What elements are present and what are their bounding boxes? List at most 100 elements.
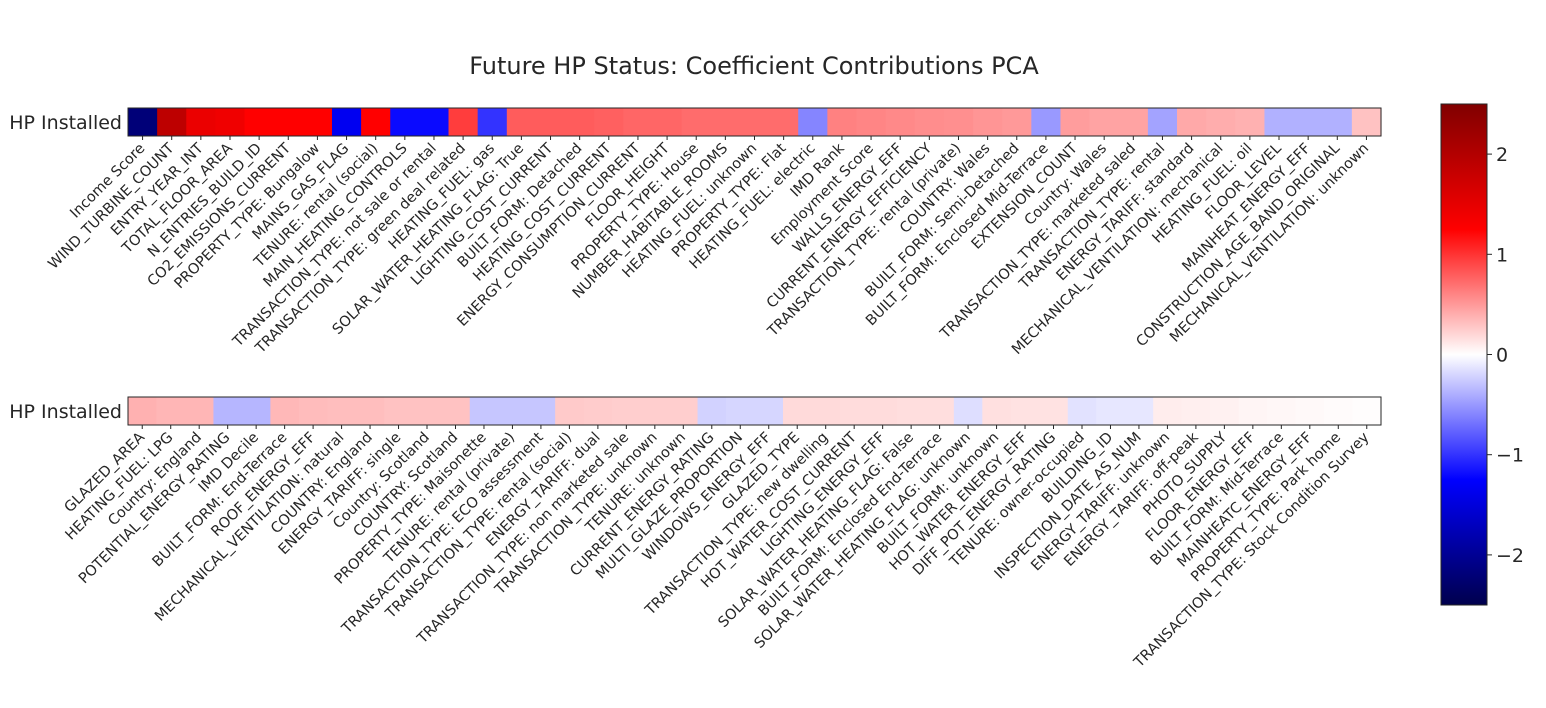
heatmap-cell (1295, 397, 1325, 425)
heatmap-cell (782, 397, 813, 425)
heatmap-cell (1264, 108, 1295, 136)
heatmap-cell (156, 397, 186, 425)
heatmap-cell (754, 397, 784, 425)
heatmap-cell (273, 108, 304, 136)
heatmap-cell (327, 397, 357, 425)
heatmap-cell (241, 397, 271, 425)
heatmap-cell (1324, 397, 1354, 425)
heatmap-cell (1124, 397, 1154, 425)
heatmap-cell (213, 397, 243, 425)
heatmap-cell (244, 108, 275, 136)
heatmap-cell (1206, 108, 1236, 136)
heatmap-cell (1096, 397, 1126, 425)
heatmap-cell (441, 397, 471, 425)
heatmap-cell (1235, 108, 1266, 136)
heatmap-cell (1352, 397, 1382, 425)
heatmap-cell (914, 108, 945, 136)
heatmap-cell (419, 108, 450, 136)
heatmap-cell (555, 397, 585, 425)
heatmap-cell (498, 397, 528, 425)
heatmap-cell (355, 397, 385, 425)
heatmap-cell (943, 108, 974, 136)
heatmap-cell (1351, 108, 1382, 136)
heatmap-cell (477, 108, 508, 136)
heatmap-cell (827, 108, 858, 136)
heatmap-cell (612, 397, 642, 425)
heatmap-cell (1153, 397, 1183, 425)
heatmap-cell (1039, 397, 1069, 425)
heatmap-cell (594, 108, 624, 136)
heatmap-cell (1118, 108, 1149, 136)
heatmap-cell (412, 397, 442, 425)
heatmap-cell (896, 397, 926, 425)
heatmap-cell (384, 397, 414, 425)
heatmap-cell (739, 108, 770, 136)
colorbar-ticks: −2 −1 0 1 2 (1487, 144, 1524, 567)
heatmap-cell (640, 397, 670, 425)
heatmap-cell (623, 108, 654, 136)
heatmap-cell (1210, 397, 1240, 425)
heatmap-cell (215, 108, 246, 136)
heatmap-cell (811, 397, 841, 425)
heatmap-cell (526, 397, 556, 425)
heatmap-cell (270, 397, 300, 425)
heatmap-cell (1002, 108, 1032, 136)
heatmap-cell (535, 108, 566, 136)
heatmap-cell (298, 397, 328, 425)
heatmap-cell (583, 397, 613, 425)
heatmap-cell (1147, 108, 1178, 136)
heatmap-cell (726, 397, 756, 425)
colorbar-tick-label: −1 (1496, 445, 1524, 467)
heatmap-cell (302, 108, 333, 136)
heatmap-cell (885, 108, 916, 136)
heatmap-cell (1238, 397, 1268, 425)
heatmap-cell (868, 397, 898, 425)
heatmap-cell (925, 397, 955, 425)
heatmap-cell (157, 108, 187, 136)
heatmap-cell (331, 108, 362, 136)
heatmap-cell (390, 108, 420, 136)
heatmap-cell (1067, 397, 1097, 425)
heatmap-cell (856, 108, 887, 136)
heatmap-cell (973, 108, 1003, 136)
heatmap-cell (1293, 108, 1324, 136)
colorbar-tick-label: 2 (1496, 144, 1508, 166)
heatmap-cell (1060, 108, 1091, 136)
heatmap-cell (710, 108, 741, 136)
heatmap-cell (669, 397, 699, 425)
heatmap-cell (1089, 108, 1120, 136)
chart-title: Future HP Status: Coefficient Contributi… (469, 52, 1039, 80)
heatmap-cell (652, 108, 683, 136)
heatmap-cell (361, 108, 391, 136)
heatmap-cell (469, 397, 499, 425)
heatmap-cell (953, 397, 983, 425)
heatmap-cell (681, 108, 712, 136)
heatmap-cell (506, 108, 537, 136)
heatmap-cell (1177, 108, 1207, 136)
row-label: HP Installed (9, 112, 122, 134)
colorbar: −2 −1 0 1 2 (1440, 103, 1524, 606)
colorbar-tick-label: 0 (1496, 345, 1508, 367)
heatmap-cell (184, 397, 215, 425)
heatmap-cell (128, 397, 158, 425)
heatmap-cell (798, 108, 828, 136)
heatmap-cell (448, 108, 479, 136)
colorbar-tick-label: −2 (1496, 545, 1524, 567)
row-label: HP Installed (9, 401, 122, 423)
heatmap-cell (1010, 397, 1040, 425)
heatmap-cell (1322, 108, 1353, 136)
panel-frame (127, 396, 1382, 426)
heatmap-cell (982, 397, 1012, 425)
heatmap-cell (1031, 108, 1062, 136)
colorbar-tick-label: 1 (1496, 244, 1508, 266)
heatmap-cell (565, 108, 595, 136)
heatmap-cell (128, 108, 158, 136)
heatmap-cell (1267, 397, 1297, 425)
heatmap-cell (186, 108, 217, 136)
heatmap-cell (1181, 397, 1211, 425)
heatmap-cell (839, 397, 870, 425)
